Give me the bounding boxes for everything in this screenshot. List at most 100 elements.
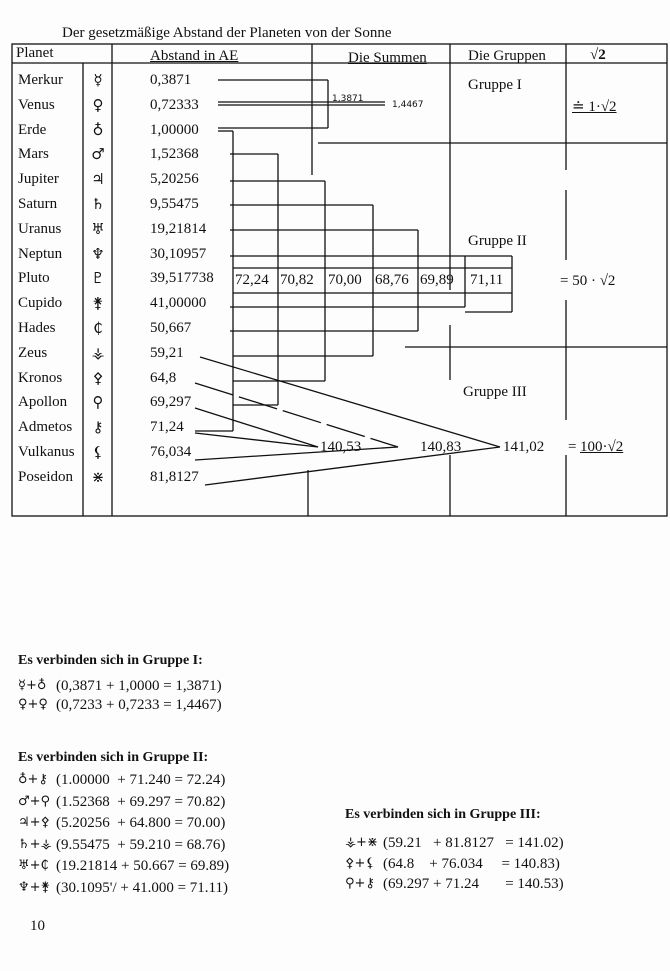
sum-venus: 1,4467 <box>392 100 424 110</box>
combo-equation: (69.297 + 71.24 = 140.53) <box>383 876 564 892</box>
combo-equation: (5.20256 + 64.800 = 70.00) <box>56 815 226 831</box>
g3-heading: Es verbinden sich in Gruppe III: <box>345 807 541 822</box>
planet-symbol-icon: ⚶ <box>91 343 105 362</box>
planet-symbol-icon: ♃ <box>91 170 105 189</box>
planet-symbol-icon: ♅ <box>91 219 105 238</box>
planet-distance: 41,00000 <box>150 295 207 312</box>
combo-equation: (1.52368 + 69.297 = 70.82) <box>56 793 226 810</box>
planet-combo-icon: ♄+⚶ <box>18 836 52 852</box>
planet-distance: 9,55475 <box>150 196 199 212</box>
planet-name: Mars <box>18 146 49 163</box>
group2-sum: 68,76 <box>375 272 409 288</box>
table-title: Der gesetzmäßige Abstand der Planeten vo… <box>62 25 392 41</box>
planet-combo-icon: ⚴+⚸ <box>345 855 375 871</box>
group2-label: Gruppe II <box>468 233 527 249</box>
planet-combo-icon: ♃+⚴ <box>18 815 51 830</box>
group2-sum: 71,11 <box>470 272 504 288</box>
planet-combo-icon: ♆+⚵ <box>18 879 51 895</box>
g1-heading: Es verbinden sich in Gruppe I: <box>18 653 203 668</box>
planet-distance: 1,52368 <box>150 146 199 163</box>
planet-distance: 39,517738 <box>150 270 214 287</box>
planet-combo-icon: ♅+₵ <box>18 858 49 873</box>
planet-distance: 76,034 <box>150 444 192 460</box>
planet-name: Pluto <box>18 270 50 287</box>
planet-symbol-icon: ⋇ <box>91 467 105 486</box>
combo-equation: (9.55475 + 59.210 = 68.76) <box>56 836 226 853</box>
header-summen: Die Summen <box>348 50 427 66</box>
planet-symbol-icon: ⚴ <box>92 368 104 387</box>
planet-distance: 0,3871 <box>150 72 192 88</box>
planet-distance: 0,72333 <box>150 96 199 113</box>
group1-label: Gruppe I <box>468 77 522 93</box>
planet-distance: 59,21 <box>150 344 184 361</box>
group2-sum: 70,82 <box>280 272 314 288</box>
planet-name: Neptun <box>18 245 63 262</box>
planet-name: Merkur <box>18 72 63 88</box>
planet-distance: 50,667 <box>150 320 192 336</box>
planet-distance: 71,24 <box>150 419 184 436</box>
combo-equation: (0,3871 + 1,0000 = 1,3871) <box>56 678 222 694</box>
planet-symbol-icon: ♆ <box>91 244 105 263</box>
planet-name: Admetos <box>18 419 73 436</box>
planet-distance: 30,10957 <box>150 245 207 262</box>
planet-name: Venus <box>18 96 55 113</box>
group3-sum-2: 140,83 <box>420 439 462 455</box>
group3-label: Gruppe III <box>463 384 527 400</box>
planet-symbol-icon: ♁ <box>92 120 104 139</box>
planet-name: Zeus <box>18 344 48 361</box>
planet-combo-icon: ♂+⚲ <box>18 793 51 809</box>
planet-symbol-icon: ♄ <box>91 195 105 213</box>
planet-combo-icon: ♀+♀ <box>18 697 48 712</box>
header-abstand: Abstand in AE <box>150 48 239 64</box>
planet-symbol-icon: ☿ <box>93 71 103 89</box>
group2-sum: 69,89 <box>420 272 454 288</box>
combo-equation: (19.21814 + 50.667 = 69.89) <box>56 858 230 874</box>
planet-name: Hades <box>18 320 56 336</box>
combo-equation: (59.21 + 81.8127 = 141.02) <box>383 835 564 851</box>
planet-name: Vulkanus <box>18 444 75 460</box>
planet-name: Erde <box>18 121 47 138</box>
group3-formula: 100·√2 <box>580 439 624 455</box>
planet-name: Jupiter <box>18 171 59 188</box>
planet-symbol-icon: ⚷ <box>92 418 104 437</box>
planet-symbol-icon: ⚲ <box>92 393 104 412</box>
combo-equation: (0,7233 + 0,7233 = 1,4467) <box>56 697 222 713</box>
planet-name: Apollon <box>18 394 68 411</box>
combo-equation: (1.00000 + 71.240 = 72.24) <box>56 772 226 788</box>
planet-symbol-icon: ⚸ <box>92 443 104 461</box>
combo-equation: (30.1095'/ + 41.000 = 71.11) <box>56 879 228 896</box>
planet-name: Uranus <box>18 220 62 237</box>
planet-distance: 69,297 <box>150 394 192 411</box>
planet-name: Poseidon <box>18 468 74 485</box>
planet-symbol-icon: ♂ <box>91 145 105 164</box>
planet-symbol-icon: ♀ <box>92 95 104 114</box>
g2-heading: Es verbinden sich in Gruppe II: <box>18 750 209 765</box>
sum-merkur-erde: 1,3871 <box>332 94 364 104</box>
page-number: 10 <box>30 918 45 934</box>
group3-sum-3: 141,02 <box>503 439 545 455</box>
planet-distance: 5,20256 <box>150 171 199 188</box>
planet-combo-icon: ⚶+⋇ <box>345 835 378 850</box>
planet-symbol-icon: ♇ <box>91 269 105 288</box>
group2-sum: 72,24 <box>235 272 269 288</box>
header-gruppen: Die Gruppen <box>468 48 546 64</box>
planet-combo-icon: ♁+⚷ <box>18 772 48 787</box>
planet-combo-icon: ☿+♁ <box>18 678 47 693</box>
planet-name: Cupido <box>18 295 63 312</box>
planet-symbol-icon: ₵ <box>93 319 103 337</box>
planet-distance: 64,8 <box>150 369 177 386</box>
planet-combo-icon: ⚲+⚷ <box>345 876 375 891</box>
group2-formula: = 50 · √2 <box>560 273 616 289</box>
combo-equation: (64.8 + 76.034 = 140.83) <box>383 855 560 872</box>
planet-distance: 81,8127 <box>150 468 199 485</box>
planet-symbol-icon: ⚵ <box>92 294 104 313</box>
group1-formula: ≐ 1·√2 <box>572 99 617 115</box>
header-sqrt2: √2 <box>590 47 606 63</box>
planet-name: Kronos <box>18 369 63 386</box>
planet-distance: 1,00000 <box>150 121 199 138</box>
group3-eq: = <box>568 439 577 455</box>
planet-distance: 19,21814 <box>150 220 207 237</box>
planet-name: Saturn <box>18 196 58 212</box>
